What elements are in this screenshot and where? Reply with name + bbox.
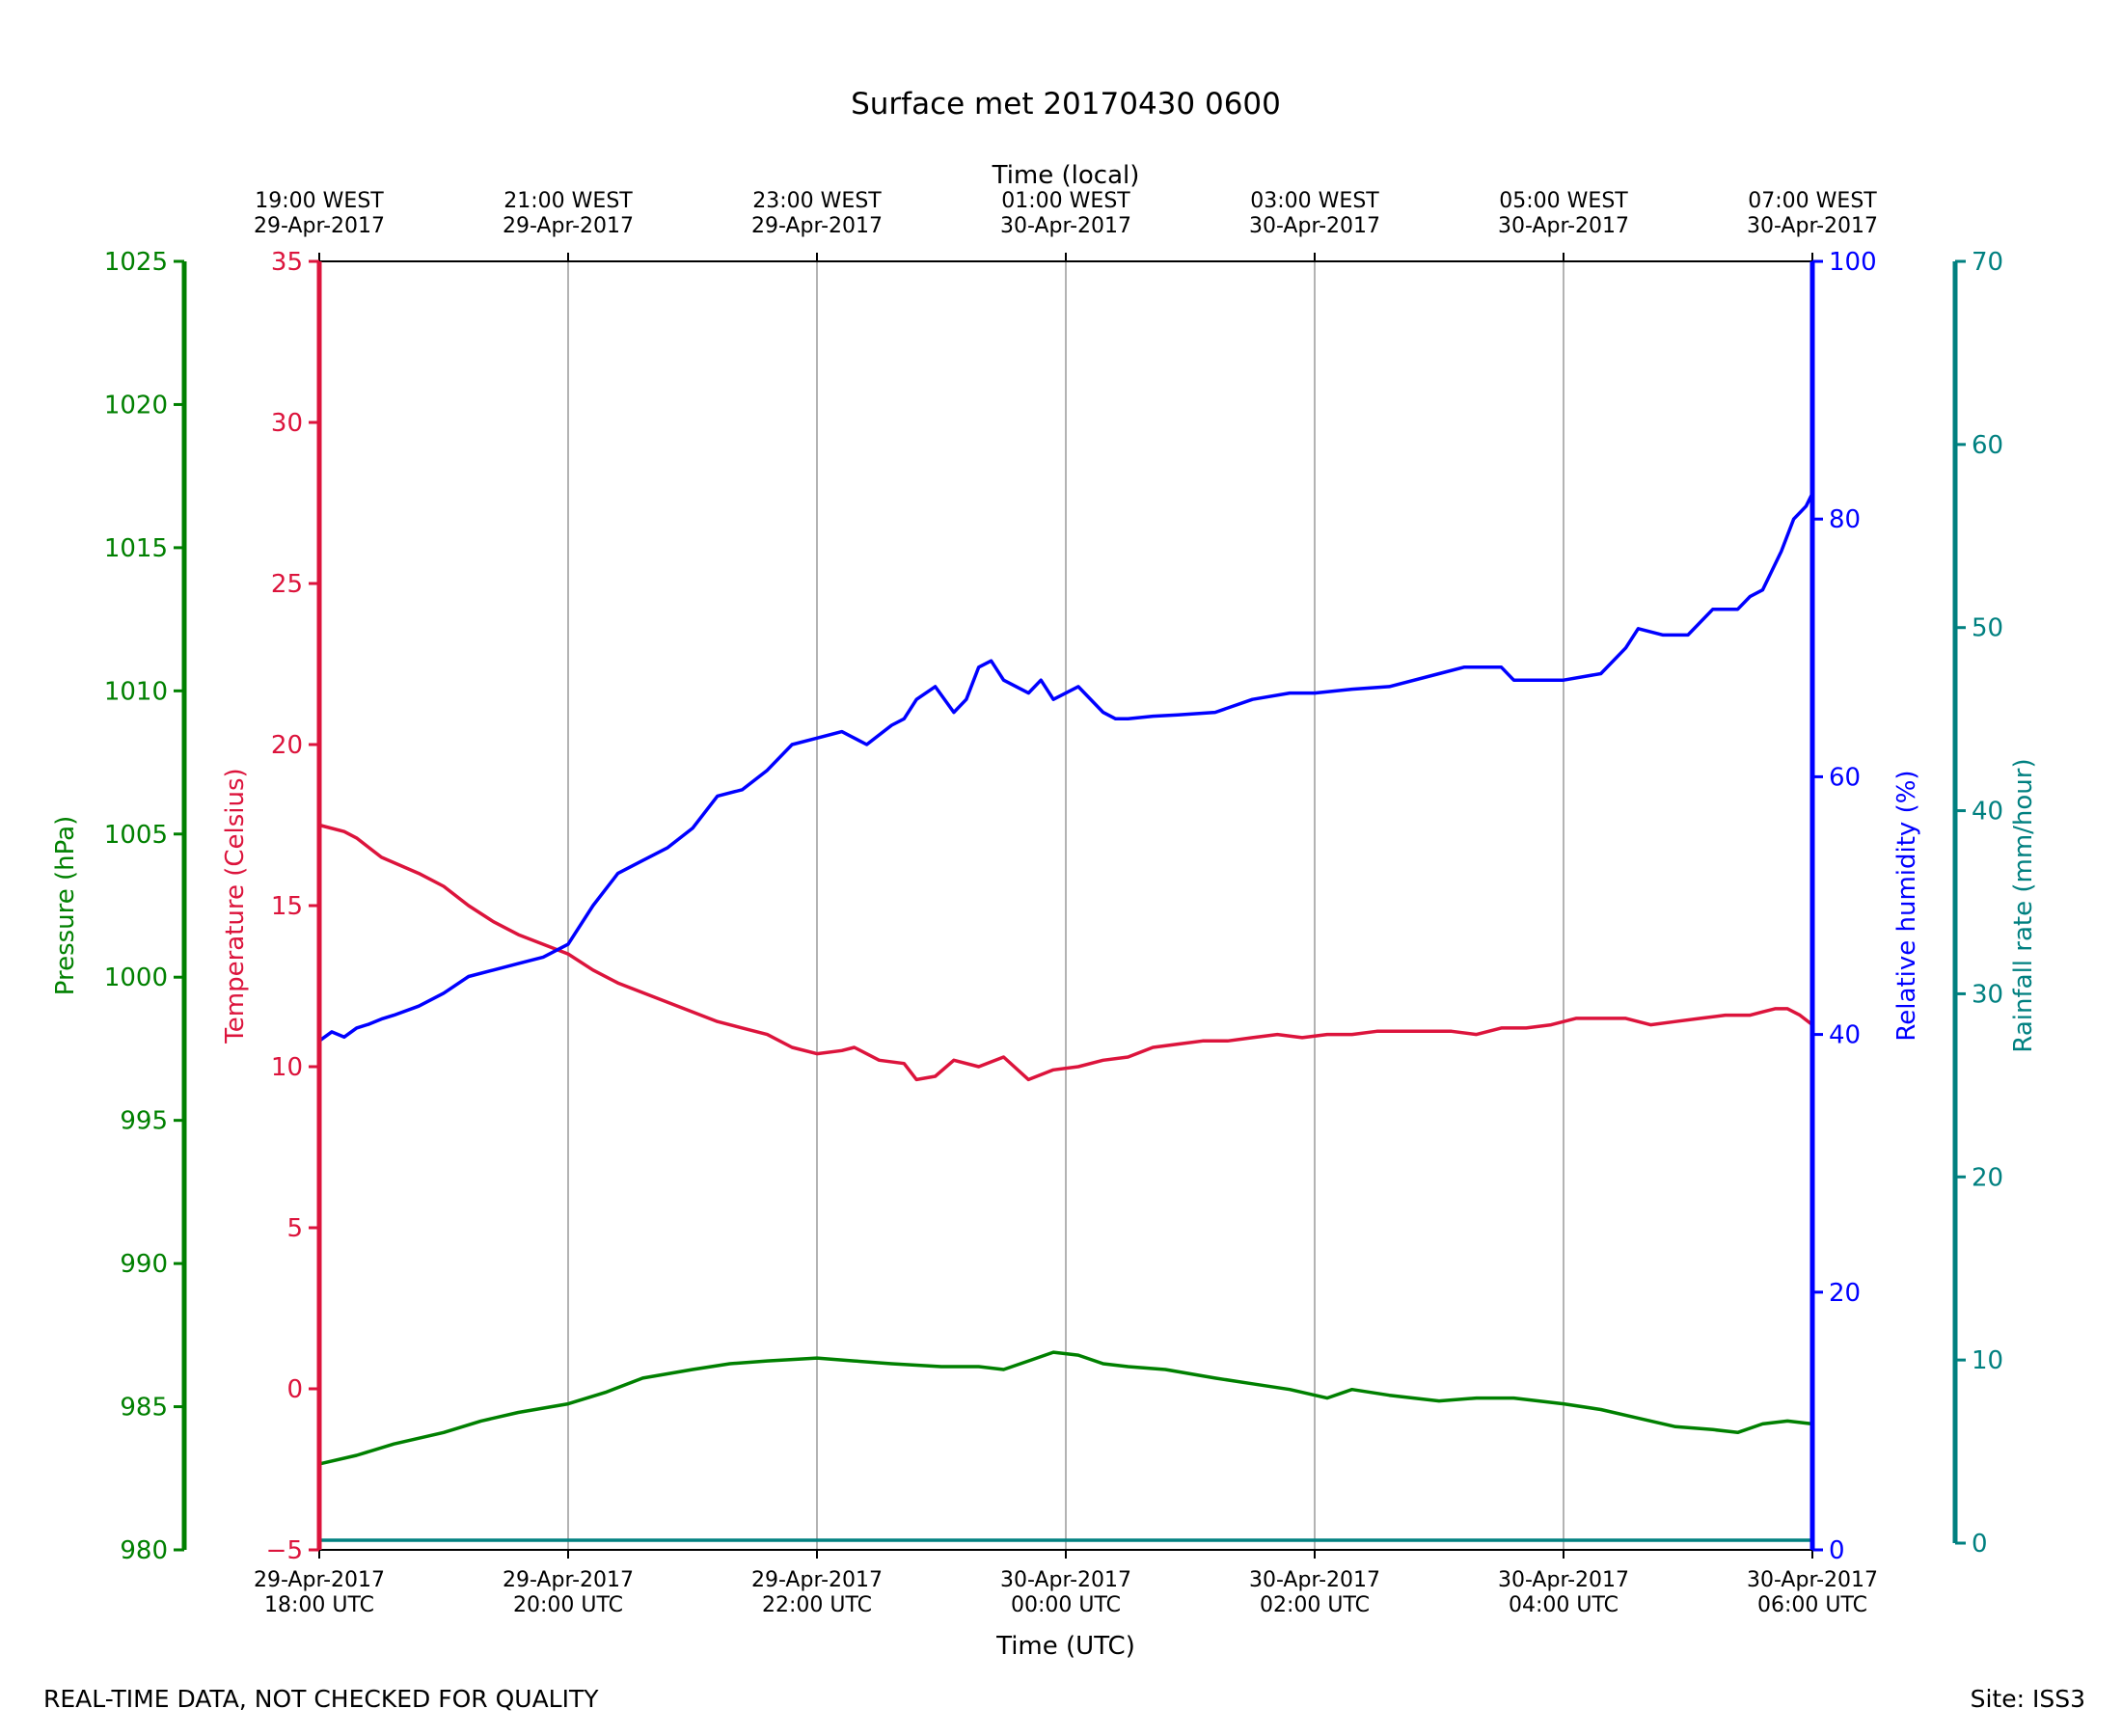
pressure-tick-label: 990 [120, 1250, 168, 1279]
temperature-axis: −5 0 5 10 15 20 25 30 35 Temperature (Celsius) [221, 248, 322, 1565]
rainfall-tick-label: 70 [1972, 248, 2003, 277]
top-x-axis-label: Time (local) [992, 161, 1140, 190]
temperature-tick-label: 20 [271, 731, 303, 760]
temperature-tick-label: −5 [266, 1536, 303, 1565]
rainfall-tick-label: 10 [1972, 1346, 2003, 1375]
x-tick-label-top: 30-Apr-2017 [1249, 214, 1380, 238]
temperature-tick-label: 10 [271, 1053, 303, 1082]
pressure-axis: 980 985 990 995 1000 1005 1010 1015 1020 1025 Pres… [51, 248, 187, 1565]
pressure-tick-label: 995 [120, 1107, 168, 1136]
x-tick-label-top: 29-Apr-2017 [254, 214, 385, 238]
data-series [317, 492, 1814, 1542]
x-tick-label-bottom: 22:00 UTC [762, 1593, 872, 1617]
humidity-series-line [317, 492, 1814, 1043]
humidity-axis-label: Relative humidity (%) [1892, 770, 1921, 1041]
site-label: Site: ISS3 [1970, 1685, 2085, 1713]
x-tick-label-top: 30-Apr-2017 [1747, 214, 1878, 238]
rainfall-tick-label: 30 [1972, 980, 2003, 1009]
x-tick-label-top: 29-Apr-2017 [503, 214, 634, 238]
vertical-gridlines [567, 261, 1564, 1550]
x-tick-label-bottom: 20:00 UTC [513, 1593, 623, 1617]
x-tick-label-bottom: 29-Apr-2017 [503, 1568, 634, 1592]
x-tick-label-bottom: 30-Apr-2017 [1747, 1568, 1878, 1592]
temperature-tick-label: 0 [286, 1375, 303, 1404]
temperature-axis-label: Temperature (Celsius) [221, 768, 250, 1044]
x-tick-label-bottom: 04:00 UTC [1509, 1593, 1619, 1617]
x-tick-label-bottom: 00:00 UTC [1011, 1593, 1121, 1617]
rainfall-tick-label: 60 [1972, 431, 2003, 460]
rainfall-tick-label: 0 [1972, 1530, 1988, 1559]
x-tick-label-bottom: 29-Apr-2017 [751, 1568, 883, 1592]
temperature-tick-label: 5 [286, 1214, 303, 1243]
x-tick-label-bottom: 30-Apr-2017 [1249, 1568, 1380, 1592]
pressure-tick-label: 1000 [104, 963, 168, 992]
bottom-x-axis-label: Time (UTC) [995, 1632, 1135, 1661]
humidity-tick-label: 20 [1829, 1279, 1861, 1308]
humidity-tick-label: 60 [1829, 763, 1861, 792]
pressure-tick-label: 1015 [104, 534, 168, 563]
rainfall-tick-label: 40 [1972, 798, 2003, 827]
temperature-tick-label: 25 [271, 570, 303, 599]
x-tick-label-top: 19:00 WEST [255, 189, 384, 213]
pressure-tick-label: 1025 [104, 248, 168, 277]
x-tick-label-top: 23:00 WEST [752, 189, 882, 213]
pressure-axis-label: Pressure (hPa) [51, 816, 80, 996]
x-tick-label-bottom: 18:00 UTC [264, 1593, 374, 1617]
chart-title: Surface met 20170430 0600 [851, 87, 1281, 122]
quality-disclaimer: REAL-TIME DATA, NOT CHECKED FOR QUALITY [43, 1685, 599, 1713]
x-tick-label-top: 03:00 WEST [1250, 189, 1379, 213]
x-tick-label-bottom: 30-Apr-2017 [1000, 1568, 1131, 1592]
temperature-tick-label: 35 [271, 248, 303, 277]
x-tick-label-bottom: 06:00 UTC [1757, 1593, 1867, 1617]
humidity-axis: 0 20 40 60 80 100 Relative humidity (%) [1809, 248, 1921, 1565]
pressure-tick-label: 1010 [104, 677, 168, 706]
x-tick-label-bottom: 29-Apr-2017 [254, 1568, 385, 1592]
x-tick-label-bottom: 30-Apr-2017 [1498, 1568, 1629, 1592]
x-tick-label-top: 05:00 WEST [1499, 189, 1628, 213]
humidity-tick-label: 40 [1829, 1021, 1861, 1050]
humidity-tick-label: 80 [1829, 505, 1861, 534]
pressure-tick-label: 980 [120, 1536, 168, 1565]
rainfall-axis-label: Rainfall rate (mm/hour) [2009, 758, 2038, 1052]
x-tick-label-top: 07:00 WEST [1748, 189, 1877, 213]
humidity-tick-label: 100 [1829, 248, 1877, 277]
pressure-tick-label: 1020 [104, 391, 168, 420]
temperature-tick-label: 30 [271, 409, 303, 438]
rainfall-tick-label: 50 [1972, 614, 2003, 643]
pressure-series-line [318, 1350, 1813, 1466]
x-tick-label-top: 30-Apr-2017 [1498, 214, 1629, 238]
humidity-tick-label: 0 [1829, 1536, 1845, 1565]
x-tick-label-top: 30-Apr-2017 [1000, 214, 1131, 238]
temperature-series-line [318, 823, 1814, 1082]
rainfall-tick-label: 20 [1972, 1163, 2003, 1192]
pressure-tick-label: 1005 [104, 821, 168, 850]
x-tick-label-bottom: 02:00 UTC [1260, 1593, 1370, 1617]
x-tick-label-top: 29-Apr-2017 [751, 214, 883, 238]
x-tick-label-top: 01:00 WEST [1001, 189, 1130, 213]
x-tick-label-top: 21:00 WEST [503, 189, 633, 213]
temperature-tick-label: 15 [271, 892, 303, 921]
pressure-tick-label: 985 [120, 1394, 168, 1423]
rainfall-axis: 0 10 20 30 40 50 60 70 Rainfall rate (mm/hour) [1952, 248, 2038, 1559]
